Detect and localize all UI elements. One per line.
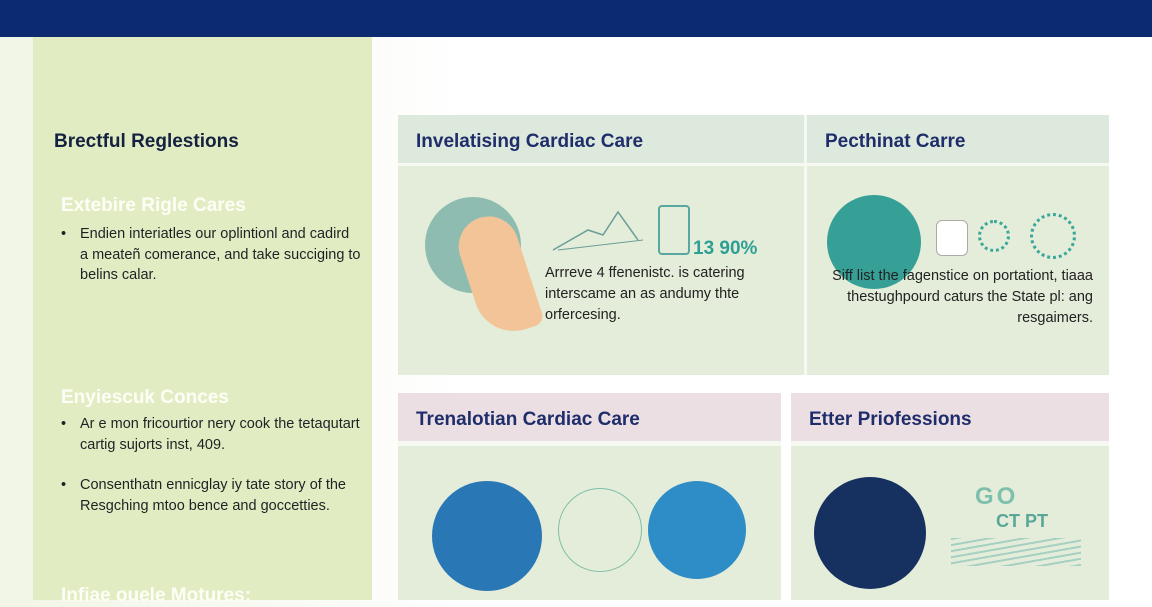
- teal-circle-illustration: [827, 195, 921, 289]
- sidebar: Brectful Reglestions Extebire Rigle Care…: [33, 37, 372, 606]
- card-text: Siff list the fagenstice on portationt, …: [832, 268, 1093, 326]
- sidebar-title: Brectful Reglestions: [54, 131, 239, 152]
- doctor-avatar: [648, 481, 746, 579]
- doctor-avatar: [432, 481, 542, 591]
- cycle-icon: [558, 488, 642, 572]
- bullet-list: Endien interiatles our oplintionl and ca…: [61, 224, 361, 306]
- card-header: Trenalotian Cardiac Care: [398, 393, 781, 441]
- gear-icon: [1030, 213, 1076, 259]
- section-heading: Enyiescuk Conces: [61, 387, 229, 408]
- card-header: Etter Priofessions: [791, 393, 1109, 441]
- bullet-list: Ar e mon fricourtior nery cook the tetaq…: [61, 414, 361, 536]
- database-icon: [936, 220, 968, 256]
- list-item: Consenthatn ennicglay iy tate story of t…: [61, 475, 361, 516]
- logo-text: CT PT: [996, 511, 1048, 531]
- card-translation-care: Trenalotian Cardiac Care: [398, 393, 781, 600]
- card-header: Pecthinat Carre: [807, 115, 1109, 163]
- list-item: Endien interiatles our oplintionl and ca…: [61, 224, 361, 286]
- phone-chart-icon: [658, 205, 690, 255]
- logo-text: GO: [975, 483, 1019, 510]
- card-text: Arrreve 4 ffenenistc. is catering inters…: [545, 265, 745, 323]
- list-item: Ar e mon fricourtior nery cook the tetaq…: [61, 414, 361, 455]
- card-cardiac-care: Invelatising Cardiac Care Pecthinat Carr…: [398, 115, 1109, 375]
- stat-value: 13 90%: [693, 238, 758, 259]
- gear-icon: [978, 220, 1010, 252]
- top-bar: [0, 0, 1152, 37]
- card-professions: Etter Priofessions GO CT PT: [791, 393, 1109, 600]
- trend-line-icon: [552, 210, 644, 251]
- section-heading: Extebire Rigle Cares: [61, 195, 246, 216]
- card-header: Invelatising Cardiac Care: [398, 115, 804, 163]
- papers-icon: [951, 538, 1081, 566]
- anatomy-illustration: [814, 477, 926, 589]
- section-heading: Infiae ouele Motures:: [61, 585, 252, 606]
